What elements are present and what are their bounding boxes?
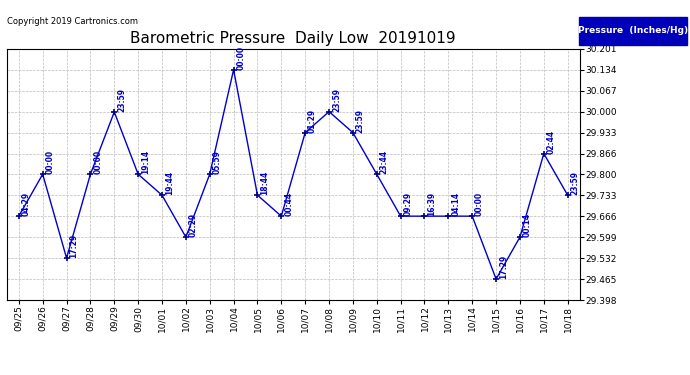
Text: 00:14: 00:14 xyxy=(523,213,532,237)
Text: 04:14: 04:14 xyxy=(451,192,460,216)
Text: 23:59: 23:59 xyxy=(571,171,580,195)
Text: 19:14: 19:14 xyxy=(141,150,150,174)
Title: Barometric Pressure  Daily Low  20191019: Barometric Pressure Daily Low 20191019 xyxy=(130,31,456,46)
Text: Pressure  (Inches/Hg): Pressure (Inches/Hg) xyxy=(578,26,688,36)
Text: 17:29: 17:29 xyxy=(70,234,79,258)
Text: 05:59: 05:59 xyxy=(213,150,221,174)
Text: 23:59: 23:59 xyxy=(356,109,365,133)
Text: 00:00: 00:00 xyxy=(475,192,484,216)
Text: 00:00: 00:00 xyxy=(237,46,246,70)
Text: 01:29: 01:29 xyxy=(308,108,317,133)
Text: 16:39: 16:39 xyxy=(427,192,436,216)
Text: 17:29: 17:29 xyxy=(499,255,508,279)
Text: 00:00: 00:00 xyxy=(46,150,55,174)
Text: 23:44: 23:44 xyxy=(380,150,388,174)
Text: 02:29: 02:29 xyxy=(189,213,198,237)
Text: 23:59: 23:59 xyxy=(332,88,341,112)
Text: 00:00: 00:00 xyxy=(93,150,102,174)
Text: 00:44: 00:44 xyxy=(284,192,293,216)
Text: 09:29: 09:29 xyxy=(404,192,413,216)
Text: 19:44: 19:44 xyxy=(165,171,174,195)
Text: 02:44: 02:44 xyxy=(546,129,555,154)
Text: Copyright 2019 Cartronics.com: Copyright 2019 Cartronics.com xyxy=(7,17,138,26)
Text: 04:29: 04:29 xyxy=(21,192,30,216)
Text: 18:44: 18:44 xyxy=(260,171,269,195)
Text: 23:59: 23:59 xyxy=(117,88,126,112)
